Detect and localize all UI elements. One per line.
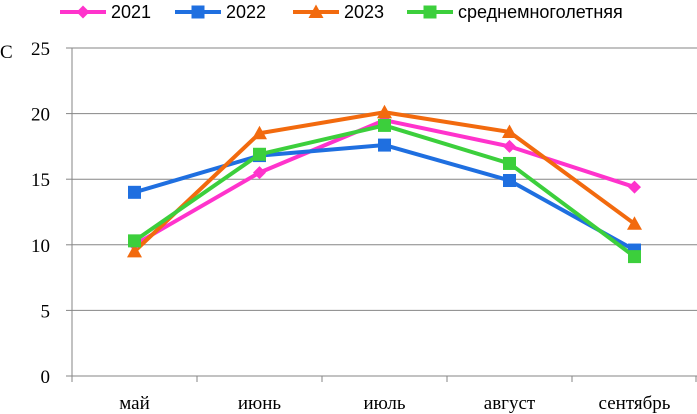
legend: 2021 2022 2023 среднемноголетняя [60, 2, 623, 22]
y-tick-label: 10 [31, 236, 50, 257]
legend-label: 2022 [226, 2, 266, 22]
series-markers-group [128, 138, 641, 257]
series-markers [127, 104, 642, 264]
y-tick-label: 0 [41, 367, 51, 388]
data-point-marker [127, 243, 142, 258]
axes [71, 48, 697, 377]
legend-label: 2021 [111, 2, 151, 22]
x-tick-label: август [484, 393, 536, 414]
y-tick-label: 20 [31, 105, 50, 126]
legend-label: среднемноголетняя [458, 2, 623, 22]
data-point-marker [252, 125, 267, 140]
data-point-marker [128, 185, 141, 199]
data-point-marker [253, 147, 266, 161]
y-tick-label: 15 [31, 170, 50, 191]
data-point-marker [628, 180, 641, 194]
x-axis-ticks: май июнь июль август сентябрь [71, 376, 697, 414]
series-lines [133, 110, 636, 259]
y-axis-ticks: 0 5 10 15 20 25 [31, 39, 72, 388]
x-tick-label: сентябрь [599, 393, 671, 414]
y-tick-label: 25 [31, 39, 50, 60]
data-point-marker [503, 139, 516, 153]
data-point-marker [628, 250, 641, 264]
x-tick-label: май [119, 393, 150, 414]
data-point-marker [627, 216, 642, 230]
data-point-marker [378, 118, 391, 132]
gridlines [72, 47, 697, 311]
data-point-marker [503, 156, 516, 170]
data-point-marker [253, 166, 266, 180]
data-point-marker [377, 104, 392, 119]
y-axis-unit-label: C [0, 42, 13, 63]
x-tick-label: июль [363, 393, 405, 414]
x-tick-label: июнь [238, 393, 282, 414]
legend-swatch-marker [76, 5, 90, 19]
data-point-marker [503, 174, 516, 188]
legend-swatch-marker [191, 5, 205, 19]
data-point-marker [128, 234, 141, 248]
series-line [133, 110, 636, 253]
series-markers-group [127, 104, 642, 258]
series-markers-group [128, 118, 641, 264]
legend-label: 2023 [344, 2, 384, 22]
legend-swatch-marker [308, 4, 324, 18]
y-tick-label: 5 [41, 301, 51, 322]
legend-swatch-marker [423, 5, 437, 19]
data-point-marker [378, 138, 391, 152]
data-point-marker [502, 124, 517, 138]
